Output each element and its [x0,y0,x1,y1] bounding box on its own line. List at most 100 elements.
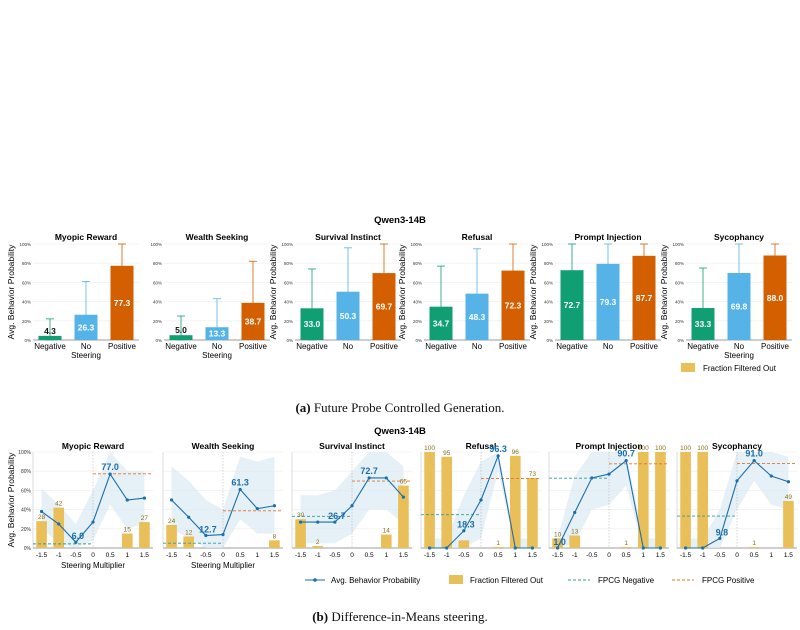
avg-behavior-point [786,480,791,484]
x-tick-label: 1 [125,552,129,559]
panel-b-title: Sycophancy [712,441,762,451]
avg-behavior-point [204,533,208,538]
x-tick-label: Negative [687,342,719,351]
x-tick-label: -1.5 [295,552,307,559]
filtered-bar-label: 100 [697,445,708,452]
y-tick-label: 60% [284,280,293,285]
x-tick-label: 0 [91,552,95,559]
y-tick-label: 40% [21,508,32,514]
x-tick-label: 1.5 [140,552,149,559]
panel-a-title: Sycophancy [714,232,764,242]
x-axis-label: Steering [202,351,232,360]
y-tick-label: 20% [413,319,422,324]
bar-value-label: 5.0 [175,325,187,335]
avg-behavior-point [641,546,645,550]
filtered-bar [269,540,280,548]
panel-b-title: Survival Instinct [319,441,385,451]
x-tick-label: -1 [186,552,192,559]
peak-value-label: 96.3 [489,444,507,454]
x-tick-label: Positive [239,342,268,351]
panel-b-title: Prompt Injection [575,441,642,451]
y-tick-label: 60% [153,280,162,285]
filtered-bar [655,452,666,548]
x-tick-label: -0.5 [714,552,726,559]
y-tick-label: 100% [281,242,293,247]
x-tick-label: 0 [479,552,483,559]
y-axis-label: Avg. Behavior Probability [659,244,669,340]
filtered-bar [458,540,470,548]
filtered-bar-label: 100 [655,445,666,452]
y-tick-label: 60% [21,488,32,494]
x-tick-label: Positive [370,342,399,351]
avg-behavior-point [187,515,191,519]
panel-b-title: Myopic Reward [62,441,124,451]
panel-b-title: Refusal [466,441,497,451]
avg-behavior-point [427,546,432,550]
y-tick-label: 80% [413,261,422,266]
filtered-bar [166,524,177,548]
min-value-label: 26.7 [328,511,346,521]
x-tick-label: -1.5 [36,552,48,559]
y-tick-label: 20% [21,527,32,533]
avg-behavior-point [513,546,517,550]
x-tick-label: 0 [735,552,739,559]
avg-behavior-point [445,546,449,550]
caption-a: (a) Future Probe Controlled Generation. [0,400,800,416]
y-tick-label: 0% [415,338,422,343]
filtered-bar [121,533,133,548]
y-tick-label: 20% [153,319,162,324]
bar-value-label: 50.3 [340,311,357,321]
filtered-bar-label: 96 [512,449,520,456]
y-tick-label: 0% [24,546,32,552]
filtered-bar-label: 1 [624,540,628,547]
avg-behavior-point [479,498,483,502]
avg-behavior-point [39,509,44,514]
y-tick-label: 100% [541,242,553,247]
filtered-bar-label: 14 [383,528,391,535]
panel-a-title: Myopic Reward [55,232,117,242]
avg-behavior-point [769,474,773,478]
avg-behavior-point [221,532,225,537]
bar [763,255,787,340]
filtered-bar-label: 100 [424,445,435,452]
legend-a-filtered-swatch [681,363,695,372]
x-tick-label: -0.5 [70,552,82,559]
x-tick-label: -1 [444,552,450,559]
bar-value-label: 72.3 [505,300,522,310]
avg-behavior-point [91,520,95,524]
y-tick-label: 60% [22,280,31,285]
avg-behavior-point [752,459,756,463]
bar-value-label: 4.3 [44,326,56,336]
x-tick-label: -1.5 [424,552,436,559]
x-tick-label: -1 [56,552,62,559]
bar-value-label: 88.0 [767,293,784,303]
x-tick-label: -1 [315,552,321,559]
avg-behavior-point [255,507,259,511]
filtered-bar-label: 2 [316,539,320,546]
x-tick-label: 1 [769,552,773,559]
filtered-bar [569,535,581,548]
x-tick-label: 1 [641,552,645,559]
y-tick-label: 100% [19,242,31,247]
bar [632,255,656,340]
bar-value-label: 33.3 [695,319,712,329]
avg-behavior-point [108,472,112,476]
caption-a-text: Future Probe Controlled Generation. [313,400,505,415]
avg-behavior-point [57,522,61,526]
avg-behavior-point [333,520,337,524]
panel-a-title: Wealth Seeking [186,232,249,242]
x-tick-label: 1 [384,552,388,559]
y-tick-label: 20% [675,319,684,324]
filtered-bar-label: 27 [141,515,149,522]
x-tick-label: 0.5 [750,552,759,559]
x-tick-label: 0.5 [622,552,631,559]
legend-b-line-label: Avg. Behavior Probability [331,576,420,585]
x-tick-label: -0.5 [329,552,341,559]
y-tick-label: 40% [153,300,162,305]
peak-value-label: 91.0 [745,449,763,459]
x-tick-label: Negative [425,342,457,351]
filtered-bar [139,522,150,548]
x-tick-label: Positive [761,342,790,351]
x-tick-label: -0.5 [200,552,212,559]
legend-a-filtered-label: Fraction Filtered Out [703,364,777,373]
